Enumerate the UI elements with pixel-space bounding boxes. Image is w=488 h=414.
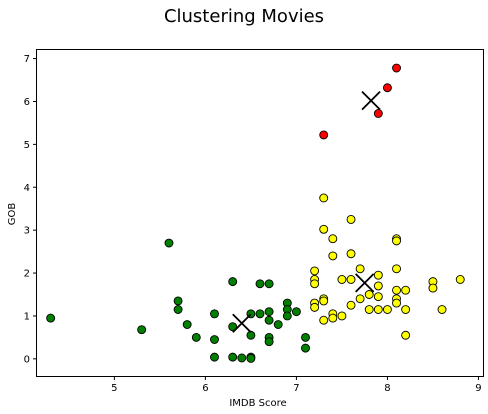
- y-tick-label: 1: [24, 311, 30, 322]
- data-point: [282, 311, 292, 321]
- data-point: [255, 279, 265, 289]
- y-tick-label: 6: [24, 97, 30, 108]
- data-point: [373, 281, 383, 291]
- data-point: [355, 294, 365, 304]
- x-axis-label: IMDB Score: [229, 398, 286, 409]
- y-axis-label: GOB: [7, 203, 18, 226]
- data-point: [319, 193, 329, 203]
- y-tick-label: 0: [24, 354, 30, 365]
- data-point: [137, 325, 147, 335]
- data-point: [455, 275, 465, 284]
- x-tick-label: 9: [475, 383, 481, 394]
- data-point: [246, 330, 256, 340]
- data-point: [346, 249, 356, 259]
- data-point: [228, 322, 238, 332]
- data-point: [373, 292, 383, 302]
- data-point: [337, 275, 347, 284]
- data-point: [328, 251, 338, 261]
- y-tick-label: 7: [24, 54, 30, 65]
- chart-title: Clustering Movies: [164, 6, 324, 27]
- x-tick-label: 6: [202, 383, 208, 394]
- y-tick-label: 3: [24, 226, 30, 237]
- data-point: [264, 337, 274, 347]
- plot-area-frame: [36, 49, 484, 377]
- centroid-marker: [355, 273, 375, 293]
- data-point: [392, 264, 401, 274]
- centroid-stroke: [355, 273, 375, 293]
- data-point: [392, 63, 401, 73]
- data-point: [382, 305, 392, 314]
- data-point: [319, 296, 329, 306]
- data-point: [355, 264, 365, 274]
- data-point: [319, 130, 329, 140]
- centroid-stroke: [361, 90, 381, 111]
- scatter-points: [46, 63, 465, 363]
- data-point: [364, 305, 374, 314]
- data-point: [310, 279, 320, 289]
- y-tick-label: 5: [24, 140, 30, 151]
- data-point: [346, 300, 356, 310]
- data-point: [392, 285, 401, 295]
- y-tick-label: 2: [24, 269, 30, 280]
- data-point: [337, 311, 347, 321]
- data-point: [401, 285, 411, 295]
- data-point: [346, 275, 356, 284]
- data-point: [328, 313, 338, 323]
- data-point: [273, 320, 283, 329]
- data-point: [373, 270, 383, 280]
- centroid-marker: [361, 90, 381, 111]
- data-point: [401, 330, 411, 340]
- data-point: [210, 309, 219, 319]
- data-point: [428, 283, 438, 293]
- data-point: [392, 236, 401, 246]
- data-point: [301, 332, 310, 342]
- data-point: [182, 320, 192, 329]
- y-tick-label: 4: [24, 183, 30, 194]
- centroid-markers: [232, 90, 381, 333]
- data-point: [437, 305, 447, 314]
- x-tick-label: 8: [384, 383, 390, 394]
- x-tick-label: 5: [111, 383, 117, 394]
- data-point: [210, 352, 219, 362]
- data-point: [191, 332, 201, 342]
- data-point: [46, 313, 56, 323]
- data-point: [173, 296, 183, 306]
- data-point: [373, 305, 383, 314]
- y-axis-ticks: 0 1 2 3 4 5 6 7: [24, 54, 37, 365]
- data-point: [364, 290, 374, 299]
- data-point: [310, 266, 320, 276]
- data-point: [228, 352, 238, 362]
- data-point: [319, 315, 329, 325]
- data-point: [210, 335, 219, 344]
- x-tick-label: 7: [293, 383, 299, 394]
- data-point: [291, 307, 301, 317]
- centroid-stroke: [232, 313, 252, 333]
- data-point: [346, 214, 356, 224]
- data-point: [255, 309, 265, 319]
- data-point: [228, 277, 238, 287]
- x-axis-ticks: 5 6 7 8 9: [111, 376, 482, 394]
- data-point: [264, 307, 274, 317]
- data-point: [328, 234, 338, 244]
- data-point: [164, 238, 174, 248]
- data-point: [264, 279, 274, 289]
- data-point: [373, 109, 383, 118]
- data-point: [237, 353, 247, 363]
- data-point: [301, 343, 310, 353]
- data-point: [173, 305, 183, 314]
- data-point: [382, 83, 392, 93]
- data-point: [310, 302, 320, 312]
- data-point: [319, 224, 329, 234]
- data-point: [401, 305, 411, 314]
- data-point: [264, 315, 274, 325]
- centroid-marker: [232, 313, 252, 333]
- data-point: [246, 353, 256, 363]
- data-point: [392, 298, 401, 308]
